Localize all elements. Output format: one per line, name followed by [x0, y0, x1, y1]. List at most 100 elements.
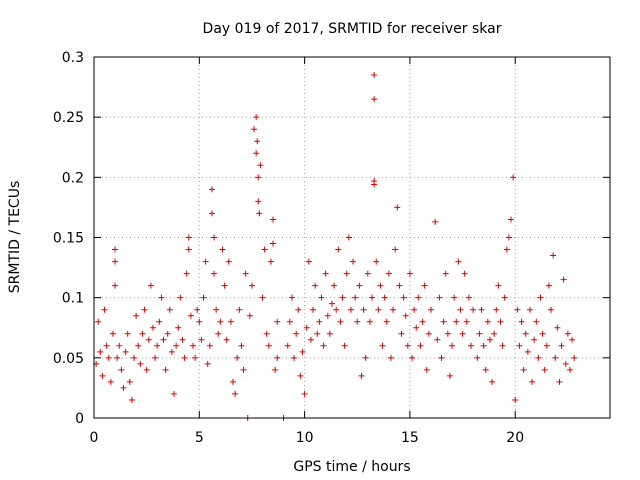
data-point [560, 276, 567, 283]
data-point [131, 354, 138, 361]
data-point [299, 348, 306, 355]
data-point [375, 306, 382, 313]
data-point [495, 282, 502, 289]
data-point [242, 270, 249, 277]
data-point [225, 258, 232, 265]
data-point [156, 318, 163, 325]
chart-title: Day 019 of 2017, SRMTID for receiver ska… [203, 21, 502, 37]
data-point [253, 114, 260, 121]
data-point [541, 366, 548, 373]
data-point [417, 342, 424, 349]
data-point [114, 354, 121, 361]
data-point [274, 318, 281, 325]
data-point [211, 234, 218, 241]
data-point [533, 318, 540, 325]
data-point [347, 306, 354, 313]
data-point [377, 282, 384, 289]
data-point [103, 342, 110, 349]
x-tick-label: 5 [195, 430, 204, 446]
data-point [120, 384, 127, 391]
data-point [105, 354, 112, 361]
data-point [162, 366, 169, 373]
y-tick-label: 0.05 [53, 351, 84, 367]
data-point [508, 216, 515, 223]
data-point [291, 354, 298, 361]
data-point [550, 252, 557, 259]
data-point [234, 354, 241, 361]
data-point [255, 198, 262, 205]
data-point [337, 318, 344, 325]
data-point [440, 318, 447, 325]
x-tick-label: 0 [90, 430, 99, 446]
data-point [107, 378, 114, 385]
data-point [97, 348, 104, 355]
data-point [141, 306, 148, 313]
data-point [356, 282, 363, 289]
data-point [331, 282, 338, 289]
data-point [238, 342, 245, 349]
data-point [381, 294, 388, 301]
data-point [529, 378, 536, 385]
data-point [358, 372, 365, 379]
data-point [310, 306, 317, 313]
data-point [187, 312, 194, 319]
data-point [301, 390, 308, 397]
data-point [379, 342, 386, 349]
y-tick-label: 0.1 [62, 291, 84, 307]
y-tick-label: 0.25 [53, 110, 84, 126]
data-point [208, 210, 215, 217]
data-point [499, 342, 506, 349]
data-point [545, 282, 552, 289]
data-point [390, 306, 397, 313]
data-point [232, 390, 239, 397]
data-point [566, 366, 573, 373]
data-point [554, 324, 561, 331]
data-point [415, 294, 422, 301]
data-point [312, 282, 319, 289]
data-point [341, 342, 348, 349]
data-point [474, 354, 481, 361]
data-point [352, 294, 359, 301]
data-point [240, 366, 247, 373]
data-point [122, 348, 129, 355]
data-point [564, 330, 571, 337]
data-point [453, 318, 460, 325]
data-point [147, 282, 154, 289]
data-point [259, 294, 266, 301]
data-point [442, 270, 449, 277]
data-point [569, 336, 576, 343]
data-point [261, 246, 268, 253]
data-point [204, 360, 211, 367]
data-point [556, 378, 563, 385]
data-point [457, 306, 464, 313]
data-point [154, 342, 161, 349]
data-point [328, 300, 335, 307]
data-point [463, 318, 470, 325]
data-point [394, 204, 401, 211]
data-point [364, 270, 371, 277]
data-point [217, 318, 224, 325]
data-point [185, 246, 192, 253]
data-point [535, 354, 542, 361]
data-point [537, 294, 544, 301]
data-point [467, 342, 474, 349]
data-point [558, 342, 565, 349]
data-point [324, 312, 331, 319]
y-axis-label: SRMTID / TECUs [7, 181, 23, 294]
data-point [314, 330, 321, 337]
data-point [270, 240, 277, 247]
data-point [383, 318, 390, 325]
data-point [491, 330, 498, 337]
data-point [402, 312, 409, 319]
data-point [137, 360, 144, 367]
data-point [112, 246, 119, 253]
data-point [419, 318, 426, 325]
data-point [223, 336, 230, 343]
data-point [143, 366, 150, 373]
data-point [135, 342, 142, 349]
data-point [320, 342, 327, 349]
data-point [316, 318, 323, 325]
data-point [297, 372, 304, 379]
data-point [263, 330, 270, 337]
